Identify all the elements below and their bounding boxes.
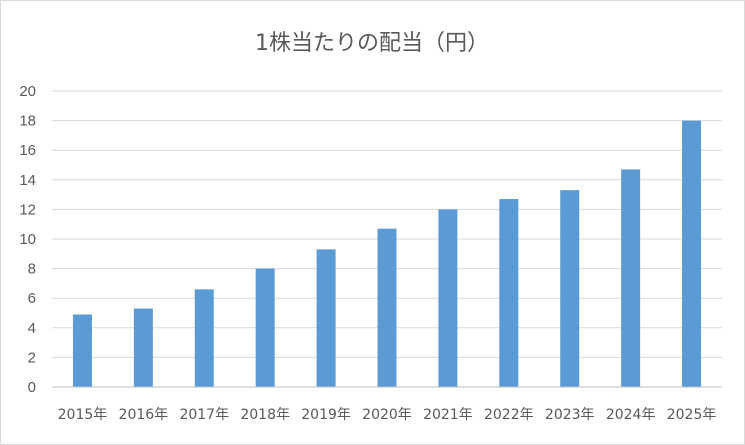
x-tick-label: 2017年: [179, 407, 229, 423]
y-tick-label: 12: [19, 201, 36, 218]
bar: [560, 190, 580, 387]
bar: [194, 289, 214, 387]
x-tick-label: 2015年: [58, 407, 108, 423]
x-tick-label: 2021年: [423, 407, 473, 423]
x-tick-label: 2022年: [484, 407, 534, 423]
bar: [133, 308, 153, 387]
bar: [377, 228, 397, 387]
x-tick-label: 2024年: [606, 407, 656, 423]
x-tick-label: 2019年: [301, 407, 351, 423]
bar: [499, 199, 519, 387]
y-tick-label: 4: [28, 320, 36, 337]
bar: [621, 169, 641, 387]
chart-title: 1株当たりの配当（円）: [255, 31, 489, 56]
x-tick-label: 2025年: [667, 407, 717, 423]
bar: [255, 268, 275, 387]
y-axis-ticks: 0 2 4 6 8 10 12 14 16 18 20: [19, 83, 36, 396]
gridlines: [52, 90, 722, 358]
y-tick-label: 6: [28, 290, 36, 307]
y-tick-label: 2: [28, 349, 36, 366]
y-tick-label: 14: [19, 172, 36, 189]
y-tick-label: 18: [19, 113, 36, 130]
x-tick-label: 2020年: [362, 407, 412, 423]
y-tick-label: 16: [19, 142, 36, 159]
bars: [72, 120, 702, 387]
y-tick-label: 20: [19, 83, 36, 100]
bar: [682, 120, 702, 387]
x-axis-ticks: 2015年 2016年 2017年 2018年 2019年 2020年 2021年 2022年…: [58, 407, 717, 423]
y-tick-label: 0: [28, 379, 36, 396]
x-tick-label: 2018年: [240, 407, 290, 423]
bar: [316, 249, 336, 387]
bar: [438, 209, 458, 387]
x-tick-label: 2023年: [545, 407, 595, 423]
bar: [72, 314, 92, 387]
y-tick-label: 8: [28, 261, 36, 278]
y-tick-label: 10: [19, 231, 36, 248]
x-tick-label: 2016年: [119, 407, 169, 423]
